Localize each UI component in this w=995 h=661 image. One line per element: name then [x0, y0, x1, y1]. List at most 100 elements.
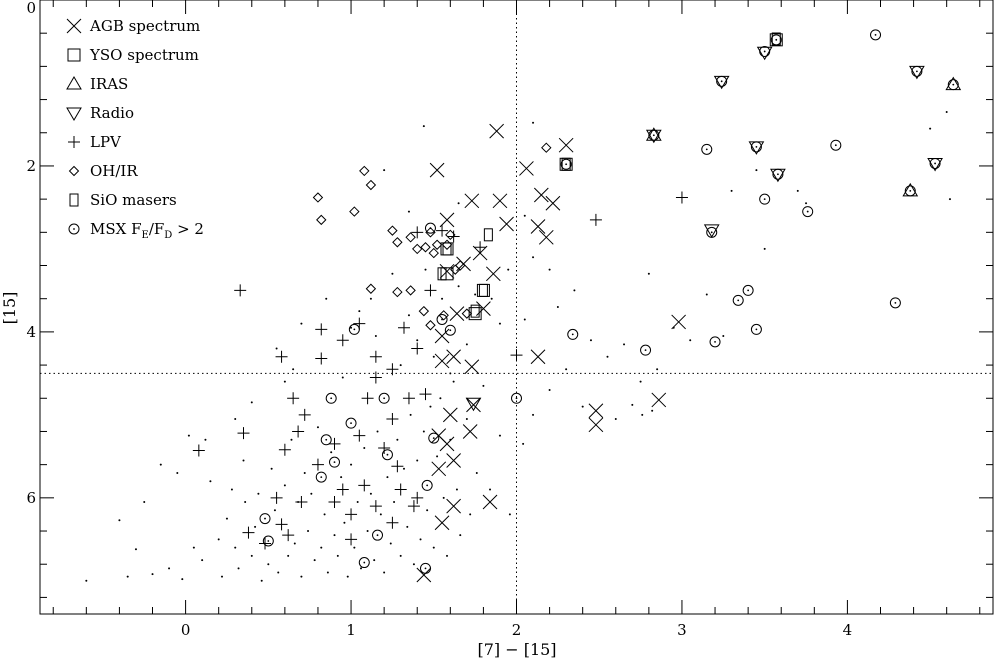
- data-point-circle: [732, 294, 744, 306]
- data-point-circle: [750, 141, 762, 153]
- data-point-dot: [796, 189, 799, 192]
- x-tick-label: 1: [346, 621, 356, 639]
- data-point-dot: [303, 471, 306, 474]
- data-point-x-cross: [538, 229, 554, 245]
- data-point-dot: [651, 409, 654, 412]
- data-point-x-cross: [439, 263, 455, 279]
- data-point-dot: [85, 579, 88, 582]
- data-point-circle-center: [714, 340, 716, 343]
- data-point-dot: [126, 575, 129, 578]
- data-point-x-cross: [462, 424, 478, 439]
- data-point-circle: [345, 417, 357, 429]
- data-point-diamond: [412, 243, 423, 255]
- legend-symbol-plus: [68, 136, 80, 148]
- series-x-cross: [416, 123, 686, 583]
- data-point-circle: [259, 513, 271, 525]
- series-rectangle-tall: [437, 32, 781, 318]
- data-point-dot: [297, 500, 300, 503]
- data-point-circle-center: [806, 210, 809, 213]
- data-point-diamond: [425, 320, 436, 331]
- data-point-x-cross: [446, 453, 461, 468]
- data-point-dot: [326, 571, 329, 574]
- legend-label: SiO masers: [90, 191, 177, 209]
- data-point-plus: [407, 500, 420, 513]
- data-point-dot: [419, 538, 422, 541]
- x-tick-label: 3: [677, 621, 687, 639]
- data-point-dot: [631, 403, 634, 406]
- data-point-x-cross: [530, 219, 546, 234]
- data-point-circle: [348, 323, 360, 335]
- data-point-dot: [606, 355, 609, 358]
- data-point-dot: [287, 554, 290, 557]
- data-point-x-cross: [449, 306, 465, 321]
- data-point-circle-center: [763, 198, 766, 201]
- legend-label: OH/IR: [90, 162, 138, 180]
- data-point-circle: [567, 328, 579, 340]
- data-point-plus: [419, 388, 432, 401]
- data-point-dot: [220, 575, 223, 578]
- data-point-circle-center: [644, 349, 647, 352]
- data-point-dot: [209, 480, 212, 483]
- data-point-dot: [457, 202, 460, 205]
- data-point-diamond: [441, 239, 453, 250]
- data-point-diamond: [312, 192, 324, 203]
- data-point-dot: [639, 380, 642, 383]
- data-point-circle: [511, 392, 522, 404]
- data-point-dot: [277, 571, 280, 574]
- data-point-plus: [675, 191, 688, 204]
- data-point-dot: [159, 463, 162, 466]
- data-point-circle-center: [383, 397, 386, 400]
- data-point-diamond: [365, 283, 377, 294]
- legend-symbol-triangle-down: [66, 107, 82, 121]
- data-point-plus: [345, 533, 358, 546]
- data-point-plus: [424, 284, 437, 297]
- data-point-plus: [378, 442, 391, 455]
- data-point-dot: [422, 430, 425, 433]
- data-point-plus: [397, 321, 410, 334]
- data-point-plus: [369, 371, 382, 384]
- data-point-diamond: [365, 179, 377, 191]
- x-axis-label: [7] − [15]: [477, 640, 556, 659]
- data-point-diamond: [316, 214, 327, 226]
- y-axis-label: [15]: [0, 292, 19, 325]
- data-point-circle-center: [763, 50, 766, 53]
- data-point-x-cross: [671, 314, 686, 330]
- legend-label: IRAS: [90, 75, 128, 93]
- data-point-square: [769, 33, 783, 47]
- data-point-circle-center: [894, 301, 897, 304]
- data-point-dot: [490, 297, 493, 300]
- data-point-circle-center: [386, 453, 389, 456]
- data-point-x-cross: [446, 498, 461, 514]
- data-point-circle-center: [834, 144, 837, 147]
- data-point-plus: [192, 444, 205, 457]
- data-point-dot: [242, 459, 245, 462]
- data-point-dot: [573, 289, 576, 292]
- data-point-circle-center: [909, 189, 912, 192]
- data-point-rectangle-tall: [483, 228, 493, 242]
- data-point-dot: [316, 426, 319, 429]
- data-point-dot: [270, 467, 273, 470]
- data-point-circle-center: [264, 517, 266, 520]
- data-point-dot: [465, 418, 468, 421]
- data-point-dot: [356, 500, 359, 503]
- data-point-circle: [759, 45, 771, 57]
- data-point-plus: [386, 516, 399, 529]
- data-point-dot: [532, 413, 535, 416]
- data-point-plus: [336, 483, 349, 496]
- legend-symbol-rectangle-tall: [69, 193, 79, 207]
- data-point-dot: [446, 554, 449, 557]
- data-point-plus: [361, 392, 374, 405]
- data-point-dot: [647, 272, 650, 275]
- data-point-dot: [436, 455, 439, 458]
- data-point-circle-center: [737, 299, 740, 302]
- data-point-dot: [523, 214, 526, 217]
- data-point-x-cross: [588, 403, 604, 419]
- data-point-plus: [315, 352, 328, 365]
- data-point-dot: [333, 534, 336, 537]
- data-point-dot: [393, 500, 396, 503]
- y-tick-label: 2: [26, 157, 36, 175]
- data-point-dot: [722, 335, 725, 338]
- data-point-dot: [548, 268, 551, 271]
- data-point-circle: [716, 75, 728, 87]
- data-point-dot: [429, 405, 432, 408]
